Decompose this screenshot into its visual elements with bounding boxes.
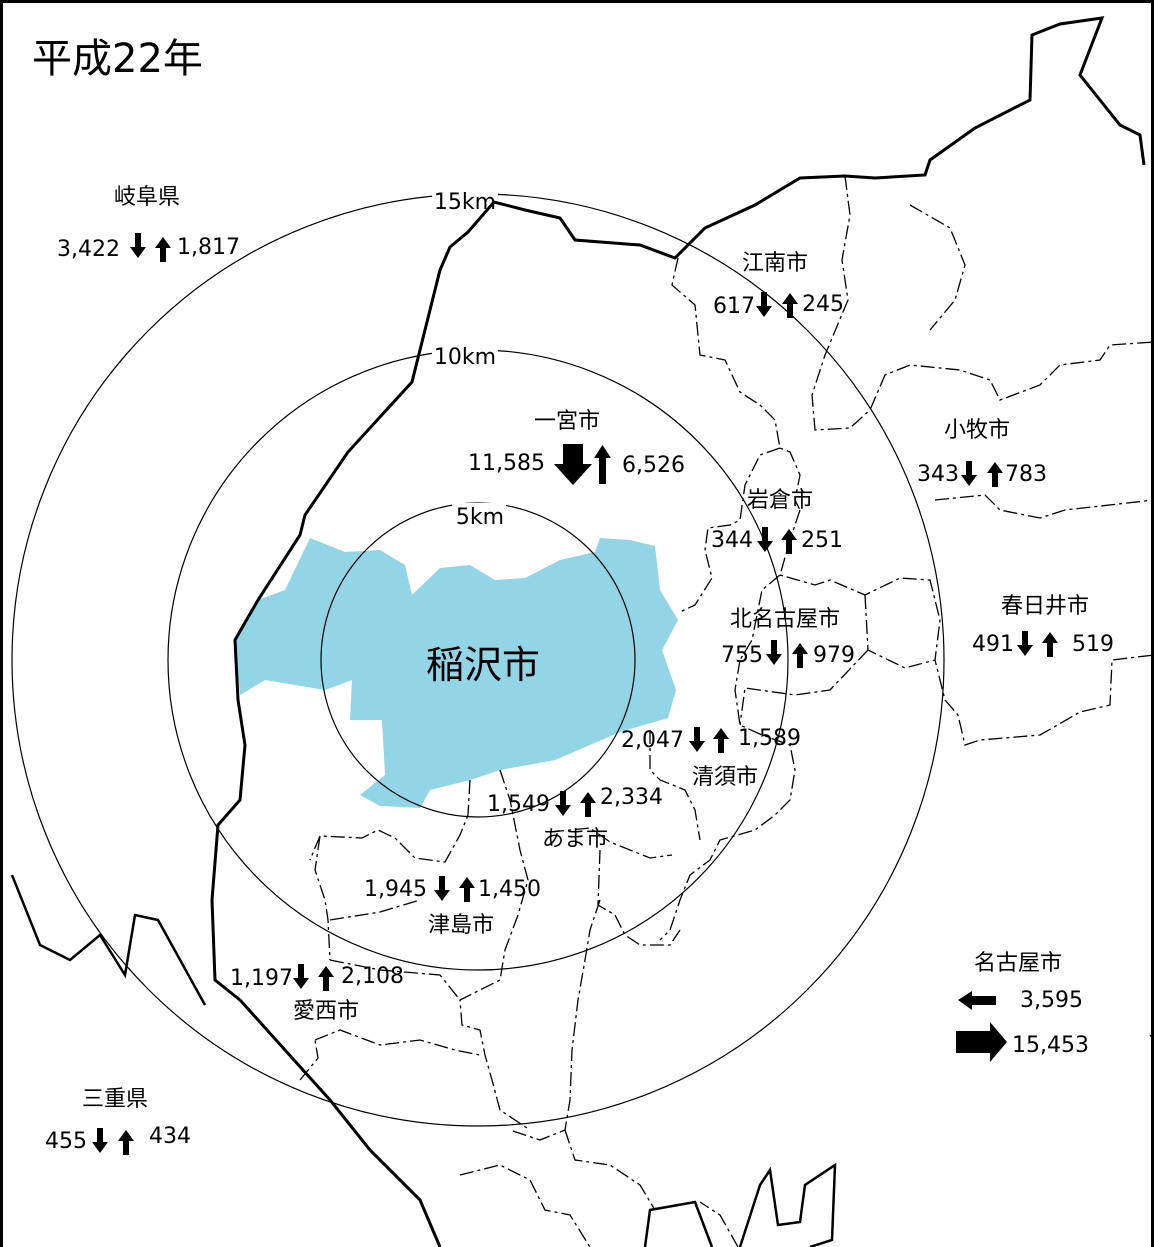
outflow-count: 2,047 [621, 728, 684, 753]
region-komaki: 小牧市 343 783 [917, 418, 1047, 487]
region-kasugai: 春日井市 491 519 [972, 594, 1114, 657]
prefecture-border [210, 16, 1146, 1002]
outflow-arrow-icon [293, 964, 309, 989]
region-aisai: 1,197 2,108 愛西市 [230, 964, 404, 1024]
region-name: 名古屋市 [974, 951, 1062, 976]
region-name: 岐阜県 [114, 185, 180, 210]
outflow-arrow-icon [961, 461, 977, 486]
outflow-count: 617 [713, 294, 755, 319]
region-name: 一宮市 [534, 409, 600, 434]
inflow-arrow-icon [987, 462, 1003, 487]
region-iwakura: 岩倉市 344 251 [711, 488, 843, 554]
inflow-count: 519 [1072, 632, 1114, 657]
inflow-arrow-icon [782, 293, 798, 318]
region-gifu: 岐阜県 3,422 1,817 [57, 185, 240, 262]
region-name: 津島市 [428, 913, 494, 938]
outflow-arrow-icon [1017, 631, 1033, 656]
ring-label-15km: 15km [434, 190, 496, 215]
region-mie: 三重県 455 434 [45, 1087, 191, 1155]
region-kitanagoya: 北名古屋市 755 979 [721, 607, 855, 668]
outflow-arrow-icon [766, 640, 782, 665]
region-nagoya: 名古屋市 3,595 15,453 [956, 951, 1089, 1062]
inflow-count: 1,589 [738, 726, 801, 751]
municipal-borders [299, 175, 1154, 1247]
outflow-count: 491 [972, 632, 1014, 657]
region-tsushima: 1,945 1,450 津島市 [364, 876, 541, 938]
region-name: 岩倉市 [747, 488, 813, 513]
inflow-arrow-icon [118, 1130, 134, 1155]
inflow-count: 1,450 [478, 877, 541, 902]
region-ama: 1,549 2,334 あま市 [487, 785, 663, 852]
center-city-label: 稲沢市 [426, 643, 540, 687]
inflow-arrow-icon [459, 877, 475, 902]
region-name: あま市 [542, 827, 608, 852]
region-name: 小牧市 [944, 418, 1010, 443]
river-west [10, 874, 207, 1006]
inflow-count: 245 [802, 292, 844, 317]
outflow-count: 1,945 [364, 877, 427, 902]
outflow-count: 455 [45, 1129, 87, 1154]
outflow-arrow-icon [689, 727, 705, 752]
prefecture-border-south [238, 998, 442, 1247]
outflow-arrow-icon [956, 1022, 1007, 1062]
outflow-count: 11,585 [468, 451, 545, 476]
inflow-arrow-icon [713, 728, 729, 753]
outflow-arrow-icon [554, 444, 592, 485]
region-name: 北名古屋市 [730, 607, 840, 632]
inflow-count: 251 [801, 528, 843, 553]
inflow-count: 434 [149, 1124, 191, 1149]
inflow-count: 2,108 [341, 964, 404, 989]
region-name: 三重県 [82, 1087, 148, 1112]
inazawa-city-area [235, 538, 678, 808]
inflow-count: 783 [1005, 462, 1047, 487]
map-title: 平成22年 [32, 36, 203, 82]
inflow-count: 2,334 [600, 785, 663, 810]
region-name: 愛西市 [293, 999, 359, 1024]
ring-label-10km: 10km [434, 345, 496, 370]
inflow-arrow-icon [155, 237, 171, 262]
region-name: 春日井市 [1001, 594, 1089, 619]
region-kiyosu: 2,047 1,589 清須市 [621, 726, 801, 790]
region-name: 江南市 [742, 251, 808, 276]
ring-label-5km: 5km [456, 505, 504, 530]
outflow-count: 344 [711, 528, 753, 553]
inflow-arrow-icon [781, 529, 797, 554]
region-name: 清須市 [692, 765, 758, 790]
outflow-arrow-icon [130, 233, 146, 258]
inflow-arrow-icon [580, 792, 596, 817]
outflow-count: 1,549 [487, 792, 550, 817]
inflow-arrow-icon [318, 966, 334, 991]
outflow-count: 755 [721, 643, 763, 668]
inflow-arrow-icon [958, 991, 996, 1010]
inflow-arrow-icon [594, 445, 611, 484]
inflow-count: 979 [813, 643, 855, 668]
region-konan: 江南市 617 245 [713, 251, 844, 319]
outflow-count: 1,197 [230, 966, 293, 991]
inflow-count: 3,595 [1020, 988, 1083, 1013]
outflow-count: 15,453 [1012, 1033, 1089, 1058]
coast-south [643, 1162, 837, 1247]
region-ichinomiya: 一宮市 11,585 6,526 [468, 409, 685, 485]
inflow-count: 1,817 [177, 235, 240, 260]
inflow-arrow-icon [792, 643, 808, 668]
outflow-arrow-icon [434, 876, 450, 901]
outflow-arrow-icon [92, 1128, 108, 1153]
inflow-count: 6,526 [622, 453, 685, 478]
outflow-count: 3,422 [57, 237, 120, 262]
outflow-count: 343 [917, 462, 959, 487]
inflow-arrow-icon [1042, 632, 1058, 657]
